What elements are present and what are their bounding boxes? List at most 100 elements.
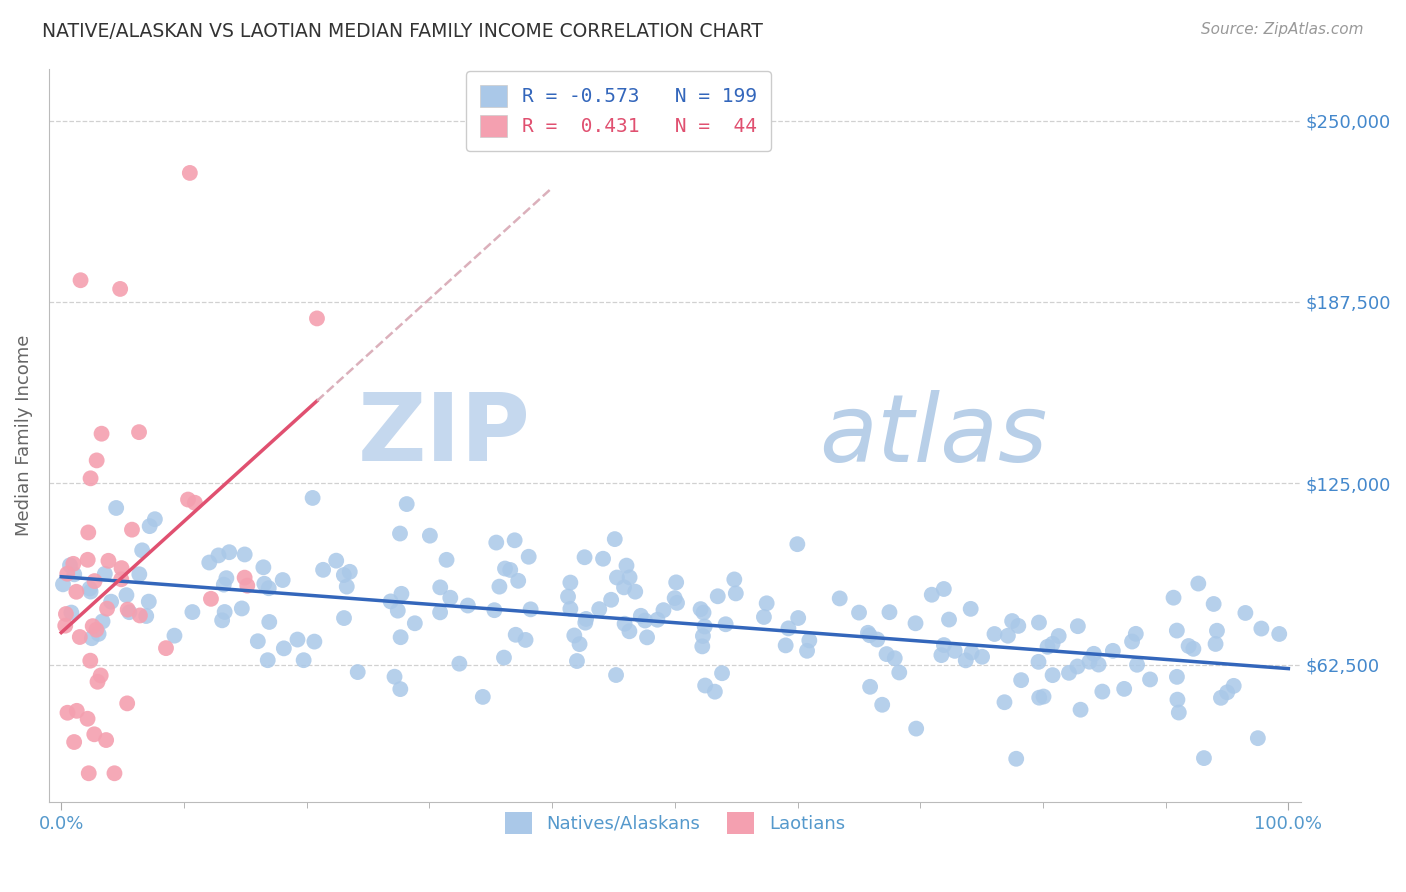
Point bbox=[1205, 637, 1227, 651]
Point bbox=[858, 628, 880, 642]
Point bbox=[97, 554, 120, 568]
Point bbox=[690, 640, 713, 654]
Point bbox=[787, 611, 810, 625]
Point bbox=[1166, 670, 1188, 684]
Point bbox=[79, 654, 101, 668]
Point bbox=[588, 602, 610, 616]
Point bbox=[1121, 634, 1143, 648]
Text: ZIP: ZIP bbox=[359, 390, 531, 482]
Point bbox=[387, 604, 409, 618]
Point bbox=[128, 425, 150, 439]
Point bbox=[1187, 576, 1209, 591]
Point bbox=[236, 579, 259, 593]
Point bbox=[179, 166, 201, 180]
Point bbox=[568, 637, 591, 651]
Point bbox=[714, 617, 737, 632]
Point bbox=[1042, 637, 1064, 651]
Point bbox=[65, 584, 87, 599]
Point bbox=[246, 634, 269, 648]
Point bbox=[60, 606, 83, 620]
Point bbox=[889, 665, 911, 680]
Point bbox=[1005, 752, 1028, 766]
Point bbox=[647, 613, 669, 627]
Point bbox=[55, 607, 77, 621]
Point bbox=[181, 605, 204, 619]
Point bbox=[100, 595, 122, 609]
Point bbox=[256, 653, 278, 667]
Point bbox=[301, 491, 323, 505]
Point bbox=[471, 690, 494, 704]
Point bbox=[105, 500, 128, 515]
Point bbox=[388, 526, 411, 541]
Point bbox=[630, 608, 652, 623]
Point bbox=[870, 698, 893, 712]
Point bbox=[76, 712, 98, 726]
Point bbox=[103, 766, 125, 780]
Point bbox=[305, 311, 328, 326]
Point bbox=[83, 727, 105, 741]
Point bbox=[492, 650, 515, 665]
Point bbox=[693, 619, 716, 633]
Point bbox=[135, 609, 157, 624]
Point bbox=[91, 615, 114, 629]
Point bbox=[562, 628, 585, 642]
Point bbox=[82, 619, 104, 633]
Point bbox=[1166, 624, 1188, 638]
Point bbox=[1007, 619, 1029, 633]
Point bbox=[200, 591, 222, 606]
Point bbox=[117, 602, 139, 616]
Point bbox=[218, 545, 240, 559]
Point bbox=[494, 561, 516, 575]
Point bbox=[786, 537, 808, 551]
Point bbox=[932, 638, 955, 652]
Point bbox=[959, 602, 981, 616]
Point bbox=[970, 649, 993, 664]
Point bbox=[624, 584, 647, 599]
Point bbox=[86, 623, 108, 637]
Point bbox=[271, 573, 294, 587]
Point bbox=[94, 566, 117, 581]
Point bbox=[59, 558, 82, 573]
Point bbox=[905, 722, 928, 736]
Point bbox=[876, 647, 898, 661]
Point bbox=[56, 566, 79, 581]
Point bbox=[993, 695, 1015, 709]
Point bbox=[1010, 673, 1032, 687]
Point bbox=[1182, 641, 1205, 656]
Point bbox=[138, 519, 160, 533]
Point bbox=[692, 629, 714, 643]
Point bbox=[380, 594, 402, 608]
Point bbox=[1028, 615, 1050, 630]
Point bbox=[565, 654, 588, 668]
Text: Source: ZipAtlas.com: Source: ZipAtlas.com bbox=[1201, 22, 1364, 37]
Point bbox=[560, 602, 582, 616]
Point bbox=[856, 625, 879, 640]
Point bbox=[1125, 627, 1147, 641]
Point bbox=[252, 560, 274, 574]
Point bbox=[664, 591, 686, 606]
Point bbox=[592, 551, 614, 566]
Point bbox=[62, 557, 84, 571]
Point bbox=[706, 589, 728, 603]
Point bbox=[1028, 655, 1050, 669]
Point bbox=[233, 548, 256, 562]
Point bbox=[155, 641, 177, 656]
Point bbox=[257, 581, 280, 595]
Point bbox=[211, 613, 233, 627]
Point bbox=[1222, 679, 1244, 693]
Point bbox=[138, 594, 160, 608]
Point bbox=[53, 618, 76, 632]
Point bbox=[557, 590, 579, 604]
Point bbox=[636, 631, 658, 645]
Point bbox=[86, 453, 108, 467]
Point bbox=[76, 553, 98, 567]
Point bbox=[287, 632, 309, 647]
Point bbox=[273, 641, 295, 656]
Text: atlas: atlas bbox=[818, 390, 1047, 481]
Point bbox=[121, 523, 143, 537]
Point bbox=[724, 586, 747, 600]
Point bbox=[1202, 597, 1225, 611]
Point bbox=[339, 565, 361, 579]
Point bbox=[163, 629, 186, 643]
Point bbox=[1028, 690, 1050, 705]
